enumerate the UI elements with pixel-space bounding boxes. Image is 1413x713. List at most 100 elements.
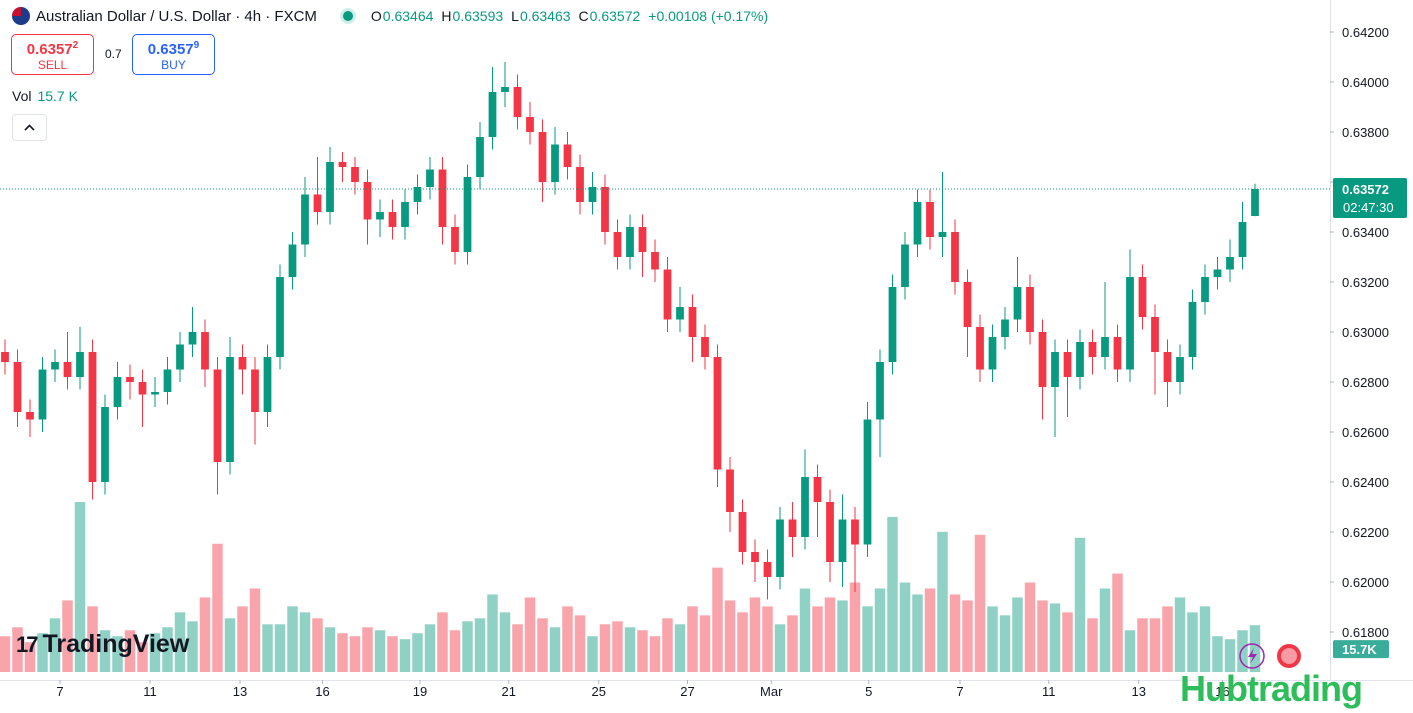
candle-body — [663, 269, 672, 320]
volume-bar — [137, 642, 148, 672]
volume-bar — [1212, 636, 1223, 672]
volume-bar — [12, 627, 23, 672]
volume-bar — [649, 636, 661, 672]
candle-body — [651, 252, 659, 270]
volume-bar — [912, 594, 923, 672]
ohlc-open: O0.63464 — [371, 8, 434, 24]
candle-body — [513, 87, 522, 117]
volume-bar — [937, 531, 948, 672]
volume-bar — [1237, 630, 1248, 672]
volume-bar — [824, 597, 836, 672]
candle-body — [588, 187, 597, 202]
candle-body — [1226, 257, 1234, 270]
volume-bar — [112, 636, 123, 672]
sell-label: SELL — [37, 58, 68, 72]
volume-bar — [699, 615, 711, 672]
candle-body — [1051, 352, 1059, 387]
candle-body — [313, 194, 322, 212]
candle-body — [938, 232, 947, 237]
candle-body — [101, 407, 109, 482]
volume-bar — [924, 588, 936, 672]
volume-bar — [1112, 573, 1123, 672]
candle-body — [701, 337, 709, 357]
x-tick-label: Mar — [760, 684, 783, 699]
candle-body — [401, 202, 409, 227]
volume-bar — [974, 534, 986, 672]
collapse-button[interactable] — [12, 114, 47, 141]
candle-body — [576, 167, 584, 202]
volume-bar — [887, 516, 898, 672]
candle-body — [326, 162, 334, 212]
candle-body — [376, 212, 384, 220]
candle-body — [526, 117, 534, 132]
volume-bar — [749, 597, 761, 672]
volume-bar — [249, 588, 261, 672]
candle-body — [1238, 222, 1247, 257]
value: 15.7 K — [37, 88, 78, 104]
volume-bar — [1124, 630, 1136, 672]
symbol-title[interactable]: Australian Dollar / U.S. Dollar · 4h · F… — [36, 7, 317, 25]
buy-button[interactable]: 0.63579 BUY — [132, 34, 215, 75]
volume-bar — [1024, 582, 1036, 672]
candle-body — [1, 352, 9, 362]
flag-icon — [12, 7, 30, 25]
volume-bar — [662, 618, 673, 672]
x-tick-label: 7 — [956, 684, 963, 699]
sell-price: 0.63572 — [12, 40, 93, 58]
volume-bar — [462, 621, 473, 672]
candle-body — [776, 519, 784, 577]
price: 0.6357 — [26, 41, 73, 58]
x-tick-label: 11 — [143, 684, 157, 699]
y-tick-label: 0.64200 — [1342, 25, 1389, 40]
volume-bar — [49, 618, 61, 672]
candle-body — [951, 232, 959, 282]
candle-body — [763, 562, 772, 577]
candle-body — [751, 552, 759, 562]
x-tick-label: 11 — [1042, 684, 1056, 699]
volume-bar — [712, 567, 723, 672]
change: +0.00108 (+0.17%) — [648, 8, 769, 24]
volume-bar — [1249, 625, 1261, 672]
candle-body — [188, 332, 197, 345]
candle-body — [1026, 287, 1034, 332]
candle-body — [613, 232, 622, 257]
volume-bar — [299, 612, 311, 672]
candle-body — [963, 282, 972, 327]
candle-body — [863, 419, 872, 545]
candle-series — [1, 62, 1259, 600]
chevron-path — [24, 124, 35, 131]
lightning-glyph — [1248, 648, 1257, 664]
candle-body — [451, 227, 459, 252]
brand: Hubtrading — [1180, 668, 1363, 709]
candle-body — [501, 87, 509, 92]
candle-body — [113, 377, 122, 407]
sell-button[interactable]: 0.63572 SELL — [11, 34, 94, 75]
candle-body — [176, 344, 184, 370]
y-tick-label: 0.62800 — [1342, 375, 1389, 390]
candle-body — [638, 227, 647, 252]
value: 0.63463 — [519, 8, 571, 24]
candle-body — [351, 167, 359, 182]
candle-body — [288, 244, 297, 277]
volume-bar — [424, 624, 436, 672]
y-tick-label: 0.64000 — [1342, 75, 1389, 90]
event-icon-inner — [1281, 648, 1297, 664]
candle-body — [1063, 352, 1072, 377]
volume-bar — [287, 606, 298, 672]
y-tick-label: 0.62000 — [1342, 575, 1389, 590]
candle-body — [338, 162, 347, 167]
volume-bar — [62, 600, 73, 672]
volume-bar — [262, 624, 273, 672]
buy-price: 0.63579 — [133, 40, 214, 58]
x-tick-label: 16 — [1215, 684, 1229, 699]
volume-bar — [799, 588, 811, 672]
candle-body — [801, 477, 809, 537]
volume-bar — [324, 627, 336, 672]
volume-bar — [274, 624, 286, 672]
candle-body — [213, 369, 222, 462]
volume-bar — [212, 543, 223, 672]
candle-body — [301, 194, 309, 245]
x-tick-label: 25 — [592, 684, 606, 699]
candle-body — [76, 352, 84, 377]
pip: 2 — [72, 40, 79, 51]
